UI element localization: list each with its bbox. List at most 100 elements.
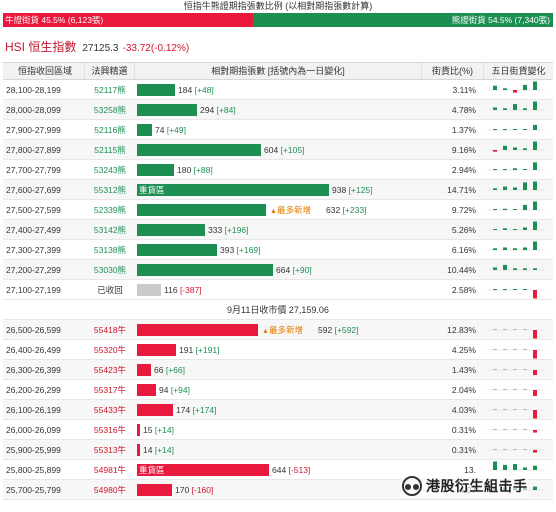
pct-cell: 0.31% (451, 445, 476, 455)
table-row[interactable]: 26,400-26,499 55320牛 191 [+191] 4.25% (3, 340, 553, 360)
five-day-sparkline (487, 289, 545, 299)
table-row[interactable]: 27,500-27,599 52339熊 ▲最多新增 632 [+233] 9.72% (3, 200, 553, 220)
five-day-sparkline (487, 201, 545, 211)
table-row[interactable]: 27,900-27,999 52116熊 74 [+49] 1.37% (3, 120, 553, 140)
warrant-code-link[interactable]: 55317牛 (93, 385, 127, 395)
table-row[interactable]: 27,700-27,799 53243熊 180 [+88] 2.94% (3, 160, 553, 180)
contracts-count: 184 (178, 85, 193, 95)
table-row[interactable]: 28,000-28,099 53258熊 294 [+84] 4.78% (3, 100, 553, 120)
trend-cell (484, 120, 553, 139)
table-row[interactable]: 27,100-27,199 已收回 116 [-387] 2.58% (3, 280, 553, 300)
contracts-change: [+105] (280, 145, 305, 155)
range-cell: 27,400-27,499 (6, 225, 61, 235)
contracts-change: [+196] (224, 225, 249, 235)
table-row[interactable]: 27,800-27,899 52115熊 604 [+105] 9.16% (3, 140, 553, 160)
warrant-code-link[interactable]: 52339熊 (93, 205, 127, 215)
table-row[interactable]: 27,400-27,499 53142熊 333 [+196] 5.26% (3, 220, 553, 240)
table-row[interactable]: 28,100-28,199 52117熊 184 [+48] 3.11% (3, 80, 553, 100)
contracts-count: 604 (264, 145, 279, 155)
warrant-code-link[interactable]: 53138熊 (93, 245, 127, 255)
range-cell: 28,100-28,199 (6, 85, 61, 95)
contracts-change: [+94] (170, 385, 190, 395)
bull-bear-ratio-bar: 牛證街貨 45.5% (6,123張) 熊證街貨 54.5% (7,340張) (3, 13, 553, 27)
warrant-code-link[interactable]: 53142熊 (93, 225, 127, 235)
sparkline-bar (503, 449, 507, 450)
sparkline-bar (493, 429, 497, 430)
table-row[interactable]: 26,200-26,299 55317牛 94 [+94] 2.04% (3, 380, 553, 400)
table-row[interactable]: 25,800-25,899 54981牛 重貨區 644 [-513] 13. (3, 460, 553, 480)
warrant-code-link[interactable]: 55316牛 (93, 425, 127, 435)
code-cell: 53258熊 (85, 100, 135, 119)
range-cell: 27,200-27,299 (6, 265, 61, 275)
contracts-bar (137, 144, 261, 156)
pct-cell: 4.25% (451, 345, 476, 355)
warrant-code-link[interactable]: 53258熊 (93, 105, 127, 115)
watermark-text: 港股衍生組击手 (426, 478, 528, 494)
table-row[interactable]: 26,100-26,199 55433牛 174 [+174] 4.03% (3, 400, 553, 420)
sparkline-bar (523, 449, 527, 450)
five-day-sparkline (487, 461, 545, 471)
table-row[interactable]: 25,900-25,999 55313牛 14 [+14] 0.31% (3, 440, 553, 460)
warrant-code-link[interactable]: 55433牛 (93, 405, 127, 415)
range-cell: 27,700-27,799 (6, 165, 61, 175)
pct-cell: 9.16% (451, 145, 476, 155)
warrant-code-link[interactable]: 55423牛 (93, 365, 127, 375)
warrant-code-link[interactable]: 52115熊 (94, 145, 126, 155)
table-row[interactable]: 26,300-26,399 55423牛 66 [+66] 1.43% (3, 360, 553, 380)
contracts-cell: 170 [-160] (135, 480, 422, 499)
heavy-zone-label: 重貨區 (139, 465, 165, 475)
sparkline-bar (523, 247, 527, 250)
trend-cell (484, 200, 553, 219)
sparkline-bar (513, 129, 517, 130)
contracts-bar (137, 344, 176, 356)
sparkline-bar (523, 289, 527, 290)
sparkline-bar (493, 449, 497, 450)
index-name[interactable]: HSI 恒生指數 (5, 40, 77, 54)
range-cell: 25,700-25,799 (6, 485, 61, 495)
sparkline-bar (493, 209, 497, 210)
warrant-code-link[interactable]: 54981牛 (93, 465, 127, 475)
range-cell: 25,900-25,999 (6, 445, 61, 455)
table-row[interactable]: 27,600-27,699 55312熊 重貨區 938 [+125] 14.71% (3, 180, 553, 200)
pct-cell: 4.03% (451, 405, 476, 415)
sparkline-bar (503, 186, 507, 190)
warrant-code-link[interactable]: 52117熊 (94, 85, 126, 95)
table-row[interactable]: 27,300-27,399 53138熊 393 [+169] 6.16% (3, 240, 553, 260)
pct-cell: 14.71% (447, 185, 476, 195)
sparkline-bar (533, 162, 537, 170)
sparkline-bar (493, 169, 497, 170)
contracts-count: 191 (179, 345, 194, 355)
recalled-label: 已收回 (97, 285, 123, 295)
warrant-code-link[interactable]: 55312熊 (93, 185, 127, 195)
sparkline-bar (493, 409, 497, 410)
sparkline-bar (523, 148, 527, 150)
table-header: 恒指收回區域 法興精選 相對期指張數 [括號內為一日變化] 街貨比(%) 五日街… (3, 62, 553, 80)
sparkline-bar (503, 409, 507, 410)
warrant-code-link[interactable]: 55418牛 (93, 325, 127, 335)
contracts-bar (137, 444, 140, 456)
contracts-bar (137, 284, 161, 296)
sparkline-bar (523, 467, 527, 470)
sparkline-bar (493, 129, 497, 130)
code-cell: 55433牛 (85, 400, 135, 419)
warrant-code-link[interactable]: 55313牛 (93, 445, 127, 455)
contracts-cell: ▲最多新增 592 [+592] (135, 320, 422, 339)
warrant-code-link[interactable]: 55320牛 (93, 345, 127, 355)
sparkline-bar (533, 181, 537, 190)
code-cell: 54981牛 (85, 460, 135, 479)
warrant-code-link[interactable]: 53030熊 (93, 265, 127, 275)
trend-cell (484, 380, 553, 399)
trend-cell (484, 340, 553, 359)
table-row[interactable]: 26,500-26,599 55418牛 ▲最多新增 592 [+592] 12.83% (3, 320, 553, 340)
table-row[interactable]: 26,000-26,099 55316牛 15 [+14] 0.31% (3, 420, 553, 440)
warrant-code-link[interactable]: 53243熊 (93, 165, 127, 175)
five-day-sparkline (487, 241, 545, 251)
sparkline-bar (533, 201, 537, 210)
table-row[interactable]: 27,200-27,299 53030熊 664 [+90] 10.44% (3, 260, 553, 280)
contracts-count: 170 (175, 485, 190, 495)
sparkline-bar (513, 104, 517, 110)
sparkline-bar (513, 289, 517, 290)
contracts-count: 333 (208, 225, 223, 235)
warrant-code-link[interactable]: 54980牛 (93, 485, 127, 495)
warrant-code-link[interactable]: 52116熊 (94, 125, 126, 135)
